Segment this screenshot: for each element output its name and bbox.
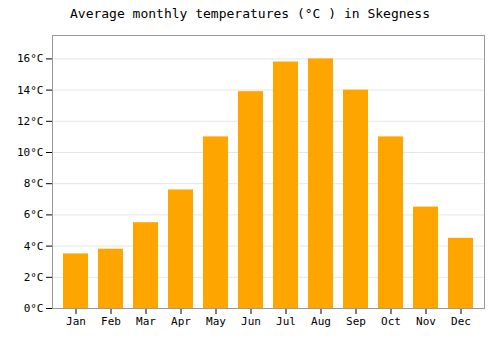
svg-text:Nov: Nov xyxy=(416,315,436,328)
svg-text:Apr: Apr xyxy=(171,315,191,328)
svg-text:Feb: Feb xyxy=(101,315,121,328)
svg-text:2°C: 2°C xyxy=(24,271,44,284)
svg-text:Jul: Jul xyxy=(276,315,296,328)
svg-text:Jun: Jun xyxy=(241,315,261,328)
svg-text:4°C: 4°C xyxy=(24,240,44,253)
svg-text:16°C: 16°C xyxy=(17,52,44,65)
svg-text:Jan: Jan xyxy=(66,315,86,328)
svg-text:10°C: 10°C xyxy=(17,146,44,159)
svg-text:Aug: Aug xyxy=(311,315,331,328)
html-text:Average monthly temperatures (: Average monthly temperatures (°C ) in Sk… xyxy=(70,6,430,21)
svg-text:0°C: 0°C xyxy=(24,302,44,315)
svg-text:14°C: 14°C xyxy=(17,84,44,97)
svg-text:Sep: Sep xyxy=(346,315,366,328)
svg-text:12°C: 12°C xyxy=(17,115,44,128)
svg-text:Dec: Dec xyxy=(451,315,471,328)
svg-text:6°C: 6°C xyxy=(24,208,44,221)
svg-text:Oct: Oct xyxy=(381,315,401,328)
svg-text:May: May xyxy=(206,315,226,328)
svg-text:8°C: 8°C xyxy=(24,177,44,190)
svg-text:Mar: Mar xyxy=(136,315,156,328)
